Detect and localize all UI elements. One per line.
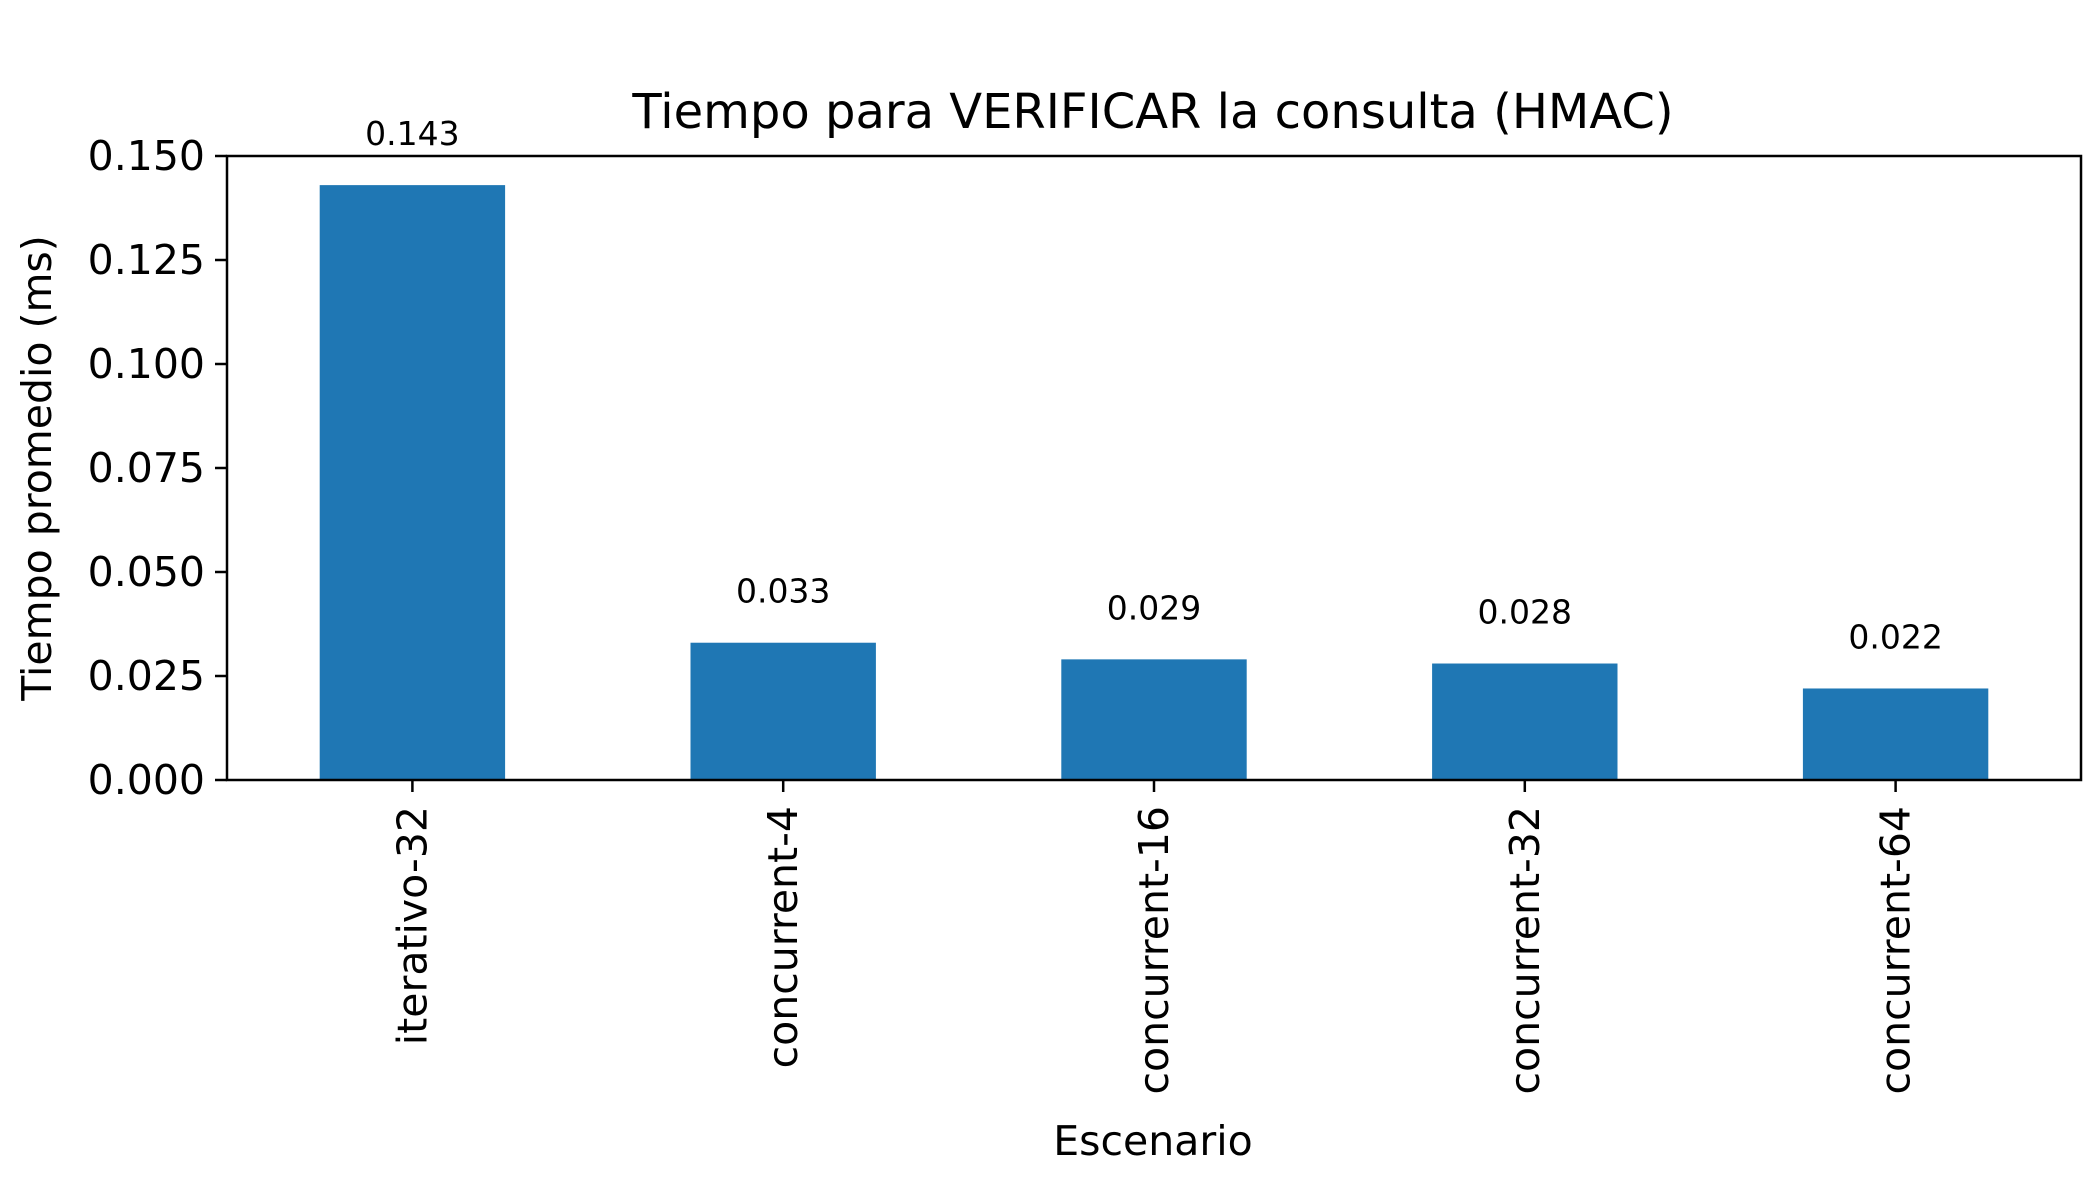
y-tick-label-0.075: 0.075 bbox=[88, 444, 205, 492]
y-tick-label-0.025: 0.025 bbox=[88, 652, 205, 700]
y-tick-label-0.100: 0.100 bbox=[88, 340, 205, 388]
chart-title: Tiempo para VERIFICAR la consulta (HMAC) bbox=[631, 84, 1673, 140]
y-tick-label-0.125: 0.125 bbox=[88, 236, 205, 284]
bar-concurrent-4 bbox=[690, 642, 876, 780]
x-tick-label-concurrent-16: concurrent-16 bbox=[1130, 806, 1178, 1094]
y-axis: 0.000 0.025 0.050 0.075 0.100 0.125 0.150 bbox=[88, 132, 227, 804]
y-axis-label: Tiempo promedio (ms) bbox=[13, 235, 61, 702]
value-labels-layer: 0.143 0.033 0.029 0.028 0.022 bbox=[365, 114, 1943, 656]
bar-concurrent-64 bbox=[1802, 688, 1989, 780]
x-axis-label: Escenario bbox=[1053, 1117, 1252, 1165]
x-tick-label-iterativo-32: iterativo-32 bbox=[388, 806, 436, 1045]
y-tick-label-0.150: 0.150 bbox=[88, 132, 205, 180]
value-label-concurrent-32: 0.028 bbox=[1478, 593, 1572, 632]
value-label-concurrent-16: 0.029 bbox=[1107, 588, 1201, 627]
bars-layer bbox=[319, 185, 1989, 780]
x-tick-label-concurrent-32: concurrent-32 bbox=[1501, 806, 1549, 1094]
value-label-iterativo-32: 0.143 bbox=[365, 114, 459, 153]
value-label-concurrent-4: 0.033 bbox=[736, 572, 830, 611]
bar-iterativo-32 bbox=[319, 185, 506, 780]
bar-concurrent-32 bbox=[1432, 663, 1618, 780]
x-tick-label-concurrent-4: concurrent-4 bbox=[759, 806, 807, 1068]
y-tick-label-0.000: 0.000 bbox=[88, 756, 205, 804]
y-tick-label-0.050: 0.050 bbox=[88, 548, 205, 596]
x-axis: iterativo-32 concurrent-4 concurrent-16 con… bbox=[388, 780, 1920, 1094]
bar-concurrent-16 bbox=[1061, 659, 1247, 780]
x-tick-label-concurrent-64: concurrent-64 bbox=[1872, 806, 1920, 1094]
value-label-concurrent-64: 0.022 bbox=[1848, 617, 1942, 656]
plot-frame bbox=[225, 154, 2083, 782]
